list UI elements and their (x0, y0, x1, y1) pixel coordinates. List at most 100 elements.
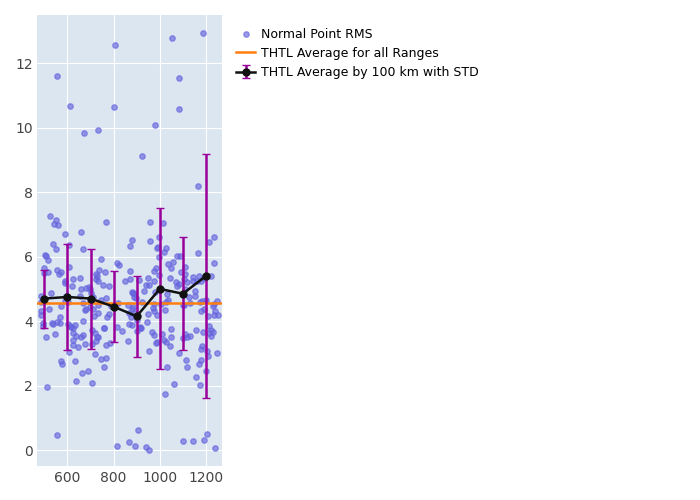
Normal Point RMS (97, 281, 108, 289)
Normal Point RMS (125, 267, 136, 275)
Normal Point RMS (56, 302, 67, 310)
Normal Point RMS (80, 284, 92, 292)
Normal Point RMS (37, 322, 48, 330)
Normal Point RMS (180, 330, 191, 338)
Normal Point RMS (159, 248, 170, 256)
Normal Point RMS (91, 274, 102, 282)
Normal Point RMS (68, 336, 79, 344)
Normal Point RMS (41, 252, 52, 260)
Normal Point RMS (72, 342, 83, 350)
Normal Point RMS (126, 236, 137, 244)
Normal Point RMS (148, 306, 160, 314)
Normal Point RMS (181, 362, 193, 370)
Normal Point RMS (129, 292, 140, 300)
Normal Point RMS (68, 324, 79, 332)
Normal Point RMS (155, 300, 167, 308)
Normal Point RMS (204, 329, 215, 337)
Normal Point RMS (67, 340, 78, 348)
Normal Point RMS (179, 264, 190, 272)
Normal Point RMS (66, 324, 77, 332)
Normal Point RMS (75, 285, 86, 293)
Normal Point RMS (162, 290, 173, 298)
Normal Point RMS (211, 297, 223, 305)
Normal Point RMS (124, 438, 135, 446)
Normal Point RMS (48, 240, 59, 248)
Normal Point RMS (70, 376, 81, 384)
Normal Point RMS (131, 294, 142, 302)
Normal Point RMS (99, 324, 110, 332)
Normal Point RMS (112, 300, 123, 308)
Normal Point RMS (189, 292, 200, 300)
Normal Point RMS (173, 74, 184, 82)
Normal Point RMS (202, 430, 213, 438)
Normal Point RMS (132, 316, 143, 324)
Normal Point RMS (104, 282, 115, 290)
Normal Point RMS (85, 304, 96, 312)
Normal Point RMS (40, 250, 51, 258)
Legend: Normal Point RMS, THTL Average for all Ranges, THTL Average by 100 km with STD: Normal Point RMS, THTL Average for all R… (230, 21, 485, 85)
Normal Point RMS (59, 230, 70, 238)
Normal Point RMS (63, 348, 74, 356)
Normal Point RMS (151, 244, 162, 252)
Normal Point RMS (77, 316, 88, 324)
Normal Point RMS (212, 349, 223, 357)
Normal Point RMS (85, 298, 96, 306)
Normal Point RMS (119, 278, 130, 285)
Normal Point RMS (209, 259, 220, 267)
Normal Point RMS (123, 309, 134, 317)
Normal Point RMS (109, 41, 120, 49)
Normal Point RMS (56, 360, 67, 368)
Normal Point RMS (49, 330, 60, 338)
Normal Point RMS (196, 277, 207, 285)
Normal Point RMS (70, 332, 81, 340)
Normal Point RMS (62, 320, 74, 328)
Normal Point RMS (88, 312, 99, 320)
Normal Point RMS (85, 288, 97, 296)
Normal Point RMS (54, 270, 65, 278)
Normal Point RMS (165, 325, 176, 333)
Normal Point RMS (134, 324, 146, 332)
Normal Point RMS (92, 300, 104, 308)
Normal Point RMS (178, 302, 189, 310)
Normal Point RMS (209, 444, 220, 452)
Normal Point RMS (158, 336, 169, 344)
Normal Point RMS (162, 364, 173, 372)
Normal Point RMS (153, 271, 164, 279)
Normal Point RMS (87, 380, 98, 388)
Normal Point RMS (165, 333, 176, 341)
Normal Point RMS (164, 274, 176, 281)
Normal Point RMS (104, 310, 115, 318)
Normal Point RMS (203, 352, 214, 360)
Normal Point RMS (185, 332, 196, 340)
Normal Point RMS (148, 268, 160, 276)
Normal Point RMS (141, 444, 152, 452)
Normal Point RMS (78, 331, 89, 339)
Normal Point RMS (142, 274, 153, 282)
Normal Point RMS (150, 288, 161, 296)
Normal Point RMS (209, 311, 220, 319)
Normal Point RMS (35, 307, 46, 315)
Normal Point RMS (203, 312, 214, 320)
Normal Point RMS (105, 302, 116, 310)
Normal Point RMS (84, 286, 95, 294)
Normal Point RMS (104, 339, 116, 347)
Normal Point RMS (198, 328, 209, 336)
Normal Point RMS (94, 266, 105, 274)
Normal Point RMS (87, 293, 98, 301)
Normal Point RMS (41, 333, 52, 341)
Normal Point RMS (50, 246, 62, 254)
Normal Point RMS (188, 437, 199, 445)
Normal Point RMS (181, 333, 193, 341)
Normal Point RMS (207, 302, 218, 310)
Normal Point RMS (63, 241, 74, 249)
Normal Point RMS (190, 287, 201, 295)
Normal Point RMS (166, 34, 177, 42)
Normal Point RMS (195, 298, 206, 306)
Normal Point RMS (76, 332, 87, 340)
Normal Point RMS (128, 304, 139, 312)
Normal Point RMS (77, 245, 88, 253)
Normal Point RMS (69, 321, 80, 329)
Normal Point RMS (162, 260, 174, 268)
Normal Point RMS (64, 322, 76, 330)
Normal Point RMS (132, 327, 143, 335)
